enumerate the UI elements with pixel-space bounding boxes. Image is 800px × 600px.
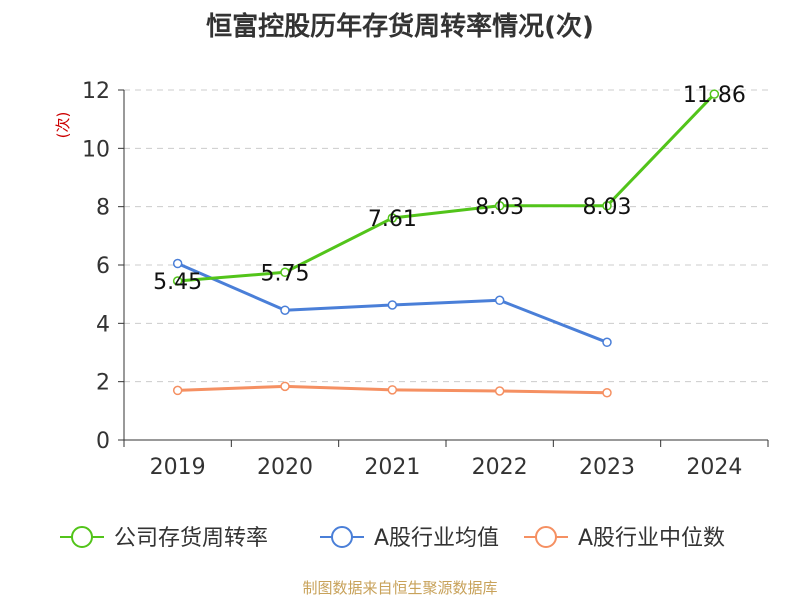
data-label-2024: 11.86 bbox=[683, 83, 746, 108]
series-layer bbox=[172, 89, 720, 398]
series-0-point-2 bbox=[387, 213, 398, 223]
source-note: 制图数据来自恒生聚源数据库 bbox=[302, 579, 498, 597]
data-label-2020: 5.75 bbox=[261, 261, 310, 286]
legend-swatch-marker-1 bbox=[331, 526, 353, 548]
series-2-point-0 bbox=[172, 385, 183, 396]
series-1-point-0 bbox=[172, 258, 183, 269]
series-1-point-2 bbox=[387, 300, 398, 310]
x-tick-label-2020: 2020 bbox=[257, 455, 313, 480]
chart-title: 恒富控股历年存货周转率情况(次) bbox=[206, 12, 594, 42]
legend-item-2[interactable]: A股行业中位数 bbox=[524, 526, 725, 551]
legend-item-1[interactable]: A股行业均值 bbox=[320, 526, 499, 551]
data-label-2021: 7.61 bbox=[368, 207, 417, 232]
legend[interactable]: 公司存货周转率 A股行业均值 A股行业中位数 bbox=[60, 526, 725, 551]
legend-swatch-marker-0 bbox=[71, 526, 93, 548]
y-tick-label-12: 12 bbox=[82, 79, 110, 104]
y-axis-unit-label: (次) bbox=[54, 112, 72, 139]
series-0-point-4 bbox=[602, 201, 612, 211]
series-0-point-5 bbox=[709, 89, 720, 99]
series-line-0 bbox=[177, 93, 716, 283]
series-2-point-3 bbox=[494, 386, 505, 396]
y-tick-label-4: 4 bbox=[96, 312, 110, 337]
data-label-2019: 5.45 bbox=[153, 270, 202, 295]
x-tick-label-2021: 2021 bbox=[364, 455, 420, 480]
legend-label-2: A股行业中位数 bbox=[578, 526, 725, 551]
data-label-2022: 8.03 bbox=[475, 195, 524, 220]
y-tick-label-6: 6 bbox=[96, 254, 110, 279]
series-1-point-4 bbox=[602, 337, 612, 348]
series-2-point-4 bbox=[602, 388, 612, 398]
legend-label-0: 公司存货周转率 bbox=[114, 526, 268, 551]
series-0-point-3 bbox=[494, 201, 505, 211]
series-0-point-0 bbox=[172, 276, 183, 286]
y-tick-label-0: 0 bbox=[96, 429, 110, 454]
x-tick-label-2019: 2019 bbox=[150, 455, 206, 480]
series-2-point-1 bbox=[280, 381, 290, 392]
series-2-point-2 bbox=[387, 385, 398, 395]
legend-item-0[interactable]: 公司存货周转率 bbox=[60, 526, 268, 551]
y-tick-label-8: 8 bbox=[96, 196, 110, 221]
x-tick-label-2022: 2022 bbox=[472, 455, 528, 480]
data-labels: 5.45 5.75 7.61 8.03 8.03 11.86 bbox=[153, 83, 746, 295]
y-tick-label-10: 10 bbox=[82, 137, 110, 162]
series-1-point-1 bbox=[280, 305, 290, 315]
x-tick-label-2023: 2023 bbox=[579, 455, 635, 480]
series-0-point-1 bbox=[280, 267, 290, 278]
series-1-point-3 bbox=[494, 295, 505, 306]
grid-lines bbox=[124, 89, 768, 383]
data-label-2023: 8.03 bbox=[583, 195, 632, 220]
legend-swatch-marker-2 bbox=[535, 526, 557, 548]
x-tick-label-2024: 2024 bbox=[686, 455, 742, 480]
axes: 0 2 4 6 8 10 12 2019 2020 2021 2022 2023 2024 (次) bbox=[54, 79, 769, 480]
legend-label-1: A股行业均值 bbox=[374, 526, 499, 551]
y-tick-label-2: 2 bbox=[96, 371, 110, 396]
